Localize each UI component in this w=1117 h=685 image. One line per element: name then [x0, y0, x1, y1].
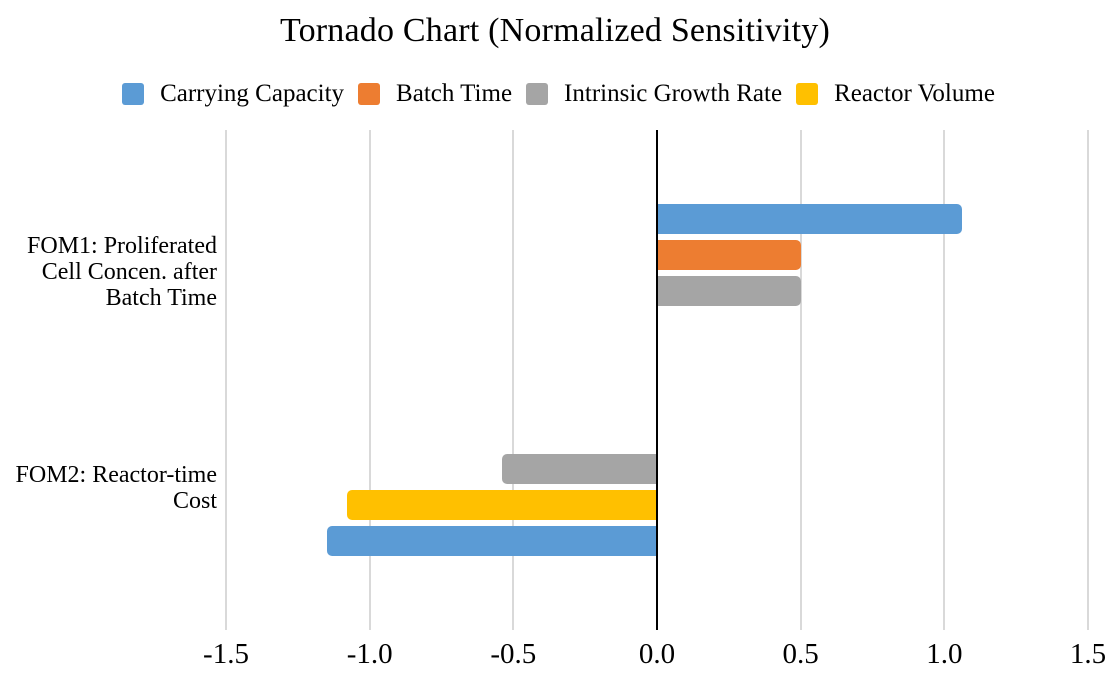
x-tick-label: 0.0 — [638, 638, 676, 670]
legend-label: Carrying Capacity — [160, 80, 345, 107]
bar-carrying-capacity-fom2-reactor-time — [326, 526, 657, 556]
x-tick-label: -0.5 — [490, 638, 537, 670]
legend-label: Intrinsic Growth Rate — [564, 80, 783, 107]
plot-area: -1.5 -1.0 -0.5 0.0 0.5 1.0 1.5 — [203, 130, 1106, 670]
chart-title: Tornado Chart (Normalized Sensitivity) — [279, 12, 831, 49]
bar-carrying-capacity-fom1-proliferated — [657, 204, 962, 234]
category-label-line: Cell Concen. after — [41, 259, 217, 285]
legend-item-intrinsic-growth-rate: Intrinsic Growth Rate — [526, 80, 782, 108]
gridline — [943, 130, 946, 630]
x-tick-label: -1.0 — [346, 638, 393, 670]
legend: Carrying Capacity Batch Time Intrinsic Gro… — [0, 80, 1117, 108]
bar-intrinsic-growth-rate-fom2-reactor-time — [501, 454, 657, 484]
x-tick-label: -1.5 — [203, 638, 249, 670]
legend-label: Reactor Volume — [834, 80, 995, 107]
legend-item-carrying-capacity: Carrying Capacity — [122, 80, 344, 108]
legend-item-batch-time: Batch Time — [358, 80, 512, 108]
gridline — [225, 130, 227, 630]
legend-label: Batch Time — [396, 80, 513, 107]
bar-intrinsic-growth-rate-fom1-proliferated — [657, 276, 801, 306]
gridline — [368, 130, 371, 630]
category-label-line: FOM2: Reactor-time — [15, 462, 217, 488]
legend-swatch-reactor-volume — [796, 83, 819, 105]
category-label-fom2: FOM2: Reactor-time Cost — [0, 462, 217, 514]
category-label-fom1: FOM1: Proliferated Cell Concen. after Batc… — [0, 233, 217, 311]
category-label-line: FOM1: Proliferated — [27, 233, 217, 259]
legend-swatch-batch-time — [358, 83, 381, 105]
x-tick-label: 1.5 — [1069, 638, 1107, 670]
zero-axis-line — [656, 130, 658, 630]
category-label-line: Cost — [172, 488, 217, 514]
bar-batch-time-fom1-proliferated — [657, 240, 801, 270]
gridline — [1087, 130, 1089, 630]
legend-item-reactor-volume: Reactor Volume — [796, 80, 995, 108]
legend-swatch-carrying-capacity — [122, 83, 145, 105]
legend-swatch-intrinsic-growth-rate — [526, 83, 549, 105]
gridline — [799, 130, 802, 630]
bar-reactor-volume-fom2-reactor-time — [346, 490, 657, 520]
x-tick-label: 0.5 — [782, 638, 819, 670]
gridline — [512, 130, 515, 630]
x-tick-label: 1.0 — [926, 638, 963, 670]
category-label-line: Batch Time — [105, 285, 217, 311]
